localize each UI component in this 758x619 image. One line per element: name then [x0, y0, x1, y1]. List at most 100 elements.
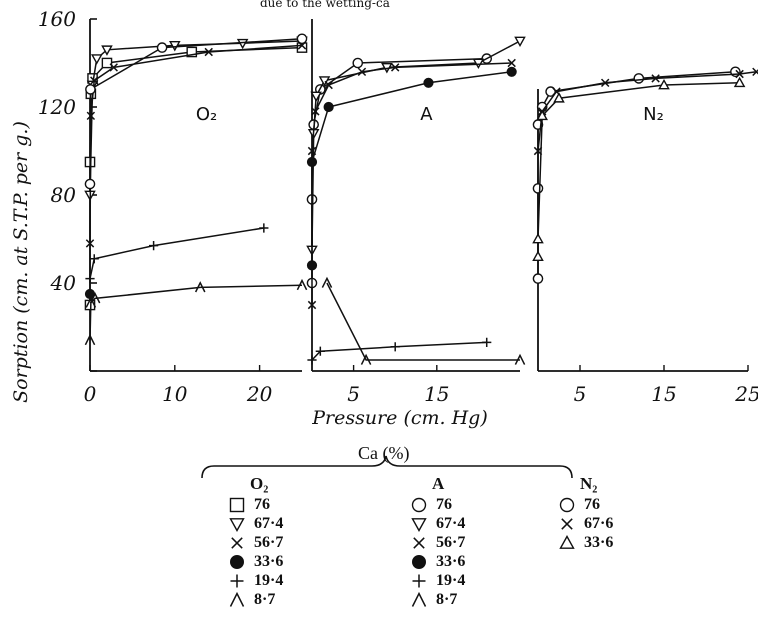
- point-cross: [85, 239, 95, 248]
- series-line: [537, 82, 740, 257]
- point-circle: [532, 273, 544, 284]
- series-A-cross-56-7: [307, 58, 516, 310]
- series-A-lambda-8-7: [321, 276, 526, 365]
- header-fragment: due to the wetting-ca: [260, 0, 390, 10]
- point-filled-circle: [323, 101, 334, 113]
- x-tick-label-O2-10: 10: [162, 382, 188, 406]
- point-cross: [752, 67, 758, 77]
- point-triangle-down: [514, 36, 526, 48]
- series-line: [89, 46, 303, 305]
- series-line: [537, 71, 736, 279]
- point-lambda: [85, 296, 97, 308]
- point-filled-circle: [306, 156, 318, 168]
- series-N2-triangle-33-6: [532, 76, 746, 261]
- point-cross: [311, 107, 320, 116]
- point-circle: [352, 57, 364, 69]
- series-line: [89, 227, 264, 279]
- point-circle: [84, 178, 96, 190]
- point-square: [101, 57, 113, 69]
- axes: 40 80 120 160 0 10 20 O₂ 5 15 A 5 15 25 N₂: [38, 7, 758, 406]
- series-A-circle-76: [306, 53, 493, 289]
- point-cross: [324, 80, 333, 90]
- point-plus: [482, 337, 492, 347]
- point-filled-circle: [423, 77, 434, 88]
- point-circle: [85, 84, 96, 95]
- panel-label-A: A: [420, 104, 433, 125]
- point-cross: [204, 47, 213, 57]
- series-line: [89, 38, 303, 185]
- y-tick-label-120: 120: [38, 95, 76, 119]
- y-tick-label-160: 160: [38, 7, 76, 31]
- x-tick-label-N2-15: 15: [651, 382, 676, 406]
- series-line: [311, 57, 487, 283]
- point-triangle-down: [169, 41, 181, 52]
- series-line: [311, 71, 512, 266]
- series-line: [311, 341, 487, 361]
- x-tick-label-N2-5: 5: [574, 382, 587, 406]
- point-triangle-down: [318, 76, 331, 87]
- point-triangle: [532, 250, 544, 261]
- point-lambda: [194, 281, 206, 293]
- panel-label-O2: O₂: [196, 104, 217, 125]
- point-triangle-down: [310, 91, 322, 103]
- series-line: [311, 62, 512, 305]
- series-N2-circle-76: [532, 66, 741, 284]
- point-triangle: [733, 76, 746, 88]
- series-line: [89, 284, 303, 341]
- data-marks: [84, 33, 758, 365]
- point-cross: [600, 78, 610, 88]
- series-A-plus-19-4: [307, 337, 492, 365]
- series-O2-plus-19-4: [85, 223, 269, 284]
- point-square: [186, 46, 198, 58]
- point-circle: [296, 33, 308, 45]
- point-lambda: [296, 278, 308, 291]
- x-tick-label-N2-25: 25: [734, 382, 758, 406]
- x-axis-label: Pressure (cm. Hg): [311, 407, 488, 429]
- point-triangle-down: [90, 54, 103, 65]
- point-cross: [507, 58, 516, 68]
- x-tick-label-A-5: 5: [347, 382, 360, 406]
- point-plus: [85, 274, 95, 284]
- point-triangle: [553, 92, 565, 103]
- y-tick-label-80: 80: [51, 183, 77, 207]
- x-tick-label-O2-0: 0: [84, 382, 97, 406]
- point-plus: [89, 254, 99, 264]
- point-lambda: [321, 276, 333, 288]
- point-cross: [90, 76, 99, 85]
- point-cross: [651, 74, 660, 83]
- y-axis-label: Sorption (cm. at S.T.P. per g.): [10, 121, 32, 403]
- x-tick-label-A-15: 15: [424, 382, 449, 406]
- point-circle: [532, 183, 544, 194]
- point-filled-circle: [506, 66, 517, 77]
- point-circle: [545, 86, 556, 97]
- point-circle: [156, 42, 168, 53]
- point-cross: [735, 69, 744, 79]
- point-triangle: [532, 232, 544, 244]
- panel-label-N2: N₂: [643, 104, 664, 125]
- point-filled-circle: [306, 260, 318, 271]
- y-tick-label-40: 40: [50, 271, 77, 295]
- point-triangle-down: [236, 38, 249, 50]
- series-A-filled-circle-33-6: [306, 66, 517, 271]
- point-cross: [307, 300, 317, 310]
- series-A-triangle-down-67-4: [306, 36, 526, 257]
- point-triangle: [536, 109, 548, 121]
- point-lambda: [514, 353, 526, 365]
- series-O2-circle-76: [84, 33, 308, 190]
- series-line: [89, 44, 303, 244]
- point-circle: [633, 73, 645, 84]
- series-line: [326, 282, 520, 361]
- point-plus: [149, 241, 159, 251]
- point-cross: [109, 63, 118, 72]
- series-O2-lambda-8-7: [84, 278, 308, 346]
- point-plus: [390, 342, 400, 352]
- point-triangle-down: [101, 45, 113, 56]
- point-cross: [357, 67, 367, 77]
- x-tick-label-O2-20: 20: [246, 382, 273, 406]
- point-lambda: [84, 333, 96, 346]
- point-triangle: [658, 78, 670, 90]
- point-lambda: [360, 353, 372, 365]
- series-O2-square-76: [84, 42, 308, 311]
- point-cross: [390, 63, 400, 72]
